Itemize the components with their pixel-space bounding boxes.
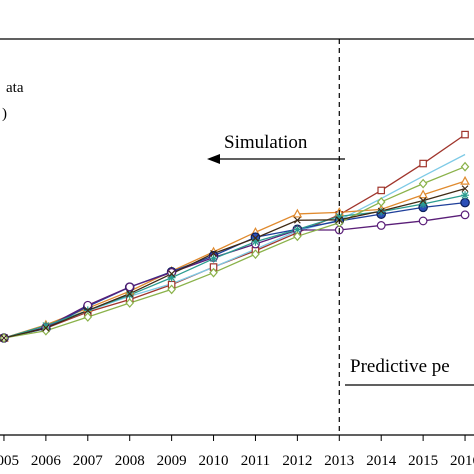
data-point [210, 250, 217, 257]
x-tick-label: 2009 [157, 453, 187, 469]
data-point [83, 312, 93, 322]
data-point [376, 221, 386, 230]
data-point [42, 324, 50, 332]
legend-entry-2: ) [2, 106, 7, 122]
series-markers [0, 130, 470, 343]
data-point [125, 298, 135, 308]
data-point [167, 284, 176, 295]
data-point [125, 291, 134, 300]
data-point [41, 325, 51, 336]
x-tick-label: 2012 [282, 453, 312, 469]
data-point [293, 225, 302, 234]
series-line-5 [3, 214, 466, 339]
x-tick-label: 2005 [0, 453, 19, 469]
data-point [126, 290, 134, 298]
data-point [0, 334, 8, 342]
x-tick-label: 2011 [241, 453, 270, 469]
predictive-label: Predictive pe [350, 356, 450, 377]
data-point [209, 254, 218, 263]
simulation-arrow-head [207, 154, 220, 164]
x-tick-label: 2013 [324, 453, 354, 469]
data-point [461, 191, 470, 200]
data-point [461, 130, 469, 139]
data-point [251, 237, 260, 246]
data-point [335, 212, 344, 221]
data-point [460, 161, 470, 172]
data-point [418, 189, 428, 199]
plot-frame [0, 38, 474, 436]
data-point [292, 208, 303, 218]
x-tick-label: 2015 [408, 453, 438, 469]
data-point [41, 321, 50, 330]
data-point [252, 234, 259, 242]
series-line-3 [3, 180, 466, 339]
data-point [460, 210, 470, 220]
data-point [293, 231, 302, 242]
data-point [419, 159, 427, 168]
simulation-label: Simulation [224, 132, 308, 153]
x-ticks: 2005 2006 2007 2008 2009 2010 2011 2012 2013 2014… [0, 435, 474, 469]
x-tick-label: 2007 [73, 453, 104, 469]
data-point [209, 267, 218, 278]
data-point [461, 185, 469, 193]
data-point [418, 216, 428, 226]
x-tick-label: 2010 [199, 453, 229, 469]
data-point [376, 197, 386, 207]
data-point [251, 249, 260, 260]
data-point [418, 178, 428, 189]
data-point [168, 270, 176, 278]
data-point [460, 175, 470, 185]
series-lines [3, 134, 466, 339]
data-point [125, 282, 135, 292]
data-point [419, 199, 428, 208]
x-tick-label: 2014 [366, 453, 397, 469]
x-tick-label: 2016 [450, 453, 474, 469]
series-line-8 [3, 187, 466, 339]
series-line-7 [3, 166, 466, 339]
data-point [167, 273, 176, 282]
legend-entry-1: ata [6, 80, 24, 96]
data-point [377, 186, 386, 195]
data-point [84, 307, 92, 314]
data-point [377, 207, 385, 215]
data-point [419, 197, 427, 205]
x-tick-label: 2006 [31, 453, 62, 469]
series-line-1 [3, 134, 466, 339]
data-point [293, 216, 301, 224]
data-point [460, 197, 470, 208]
x-tick-label: 2008 [115, 453, 145, 469]
